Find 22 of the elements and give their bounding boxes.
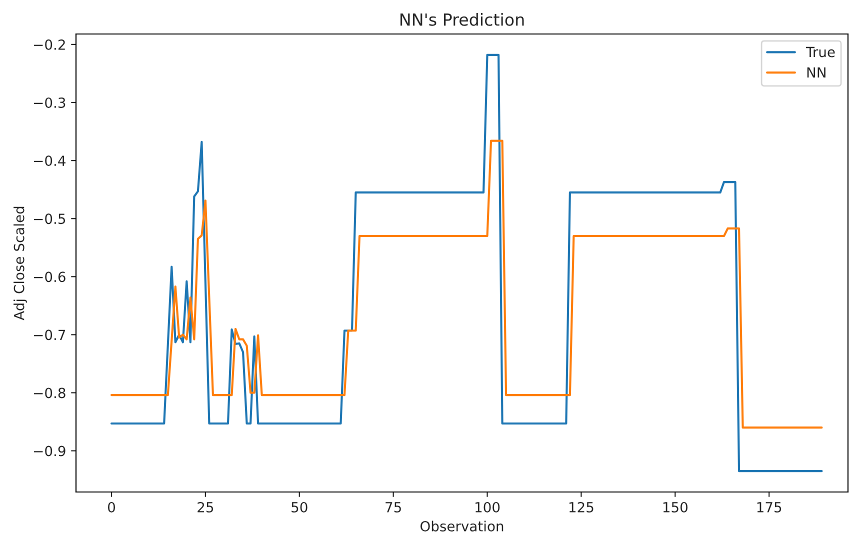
y-tick-label: −0.7 — [34, 330, 66, 340]
x-tick-label: 50 — [292, 502, 308, 512]
x-axis-title: Observation — [420, 520, 504, 532]
x-tick-label: 0 — [108, 502, 116, 512]
y-tick-label: −0.3 — [34, 97, 66, 108]
legend-label: True — [806, 46, 835, 58]
line-series — [110, 140, 823, 429]
x-tick-label: 75 — [386, 502, 401, 512]
y-tick-label: −0.2 — [34, 39, 65, 50]
y-tick-label: −0.8 — [34, 388, 66, 398]
chart-title: NN's Prediction — [400, 13, 524, 26]
legend-label: NN — [807, 67, 826, 78]
x-tick-label: 25 — [198, 502, 214, 512]
y-tick-label: −0.5 — [34, 214, 66, 224]
x-tick-label: 175 — [757, 502, 782, 512]
x-tick-label: 150 — [663, 502, 688, 512]
x-tick-label: 125 — [569, 502, 594, 512]
y-tick-label: −0.4 — [34, 156, 66, 166]
x-tick-label: 100 — [476, 502, 500, 512]
y-tick-label: −0.9 — [34, 446, 66, 456]
y-tick-label: −0.6 — [34, 272, 66, 282]
y-axis-title: Adj Close Scaled — [14, 206, 27, 320]
